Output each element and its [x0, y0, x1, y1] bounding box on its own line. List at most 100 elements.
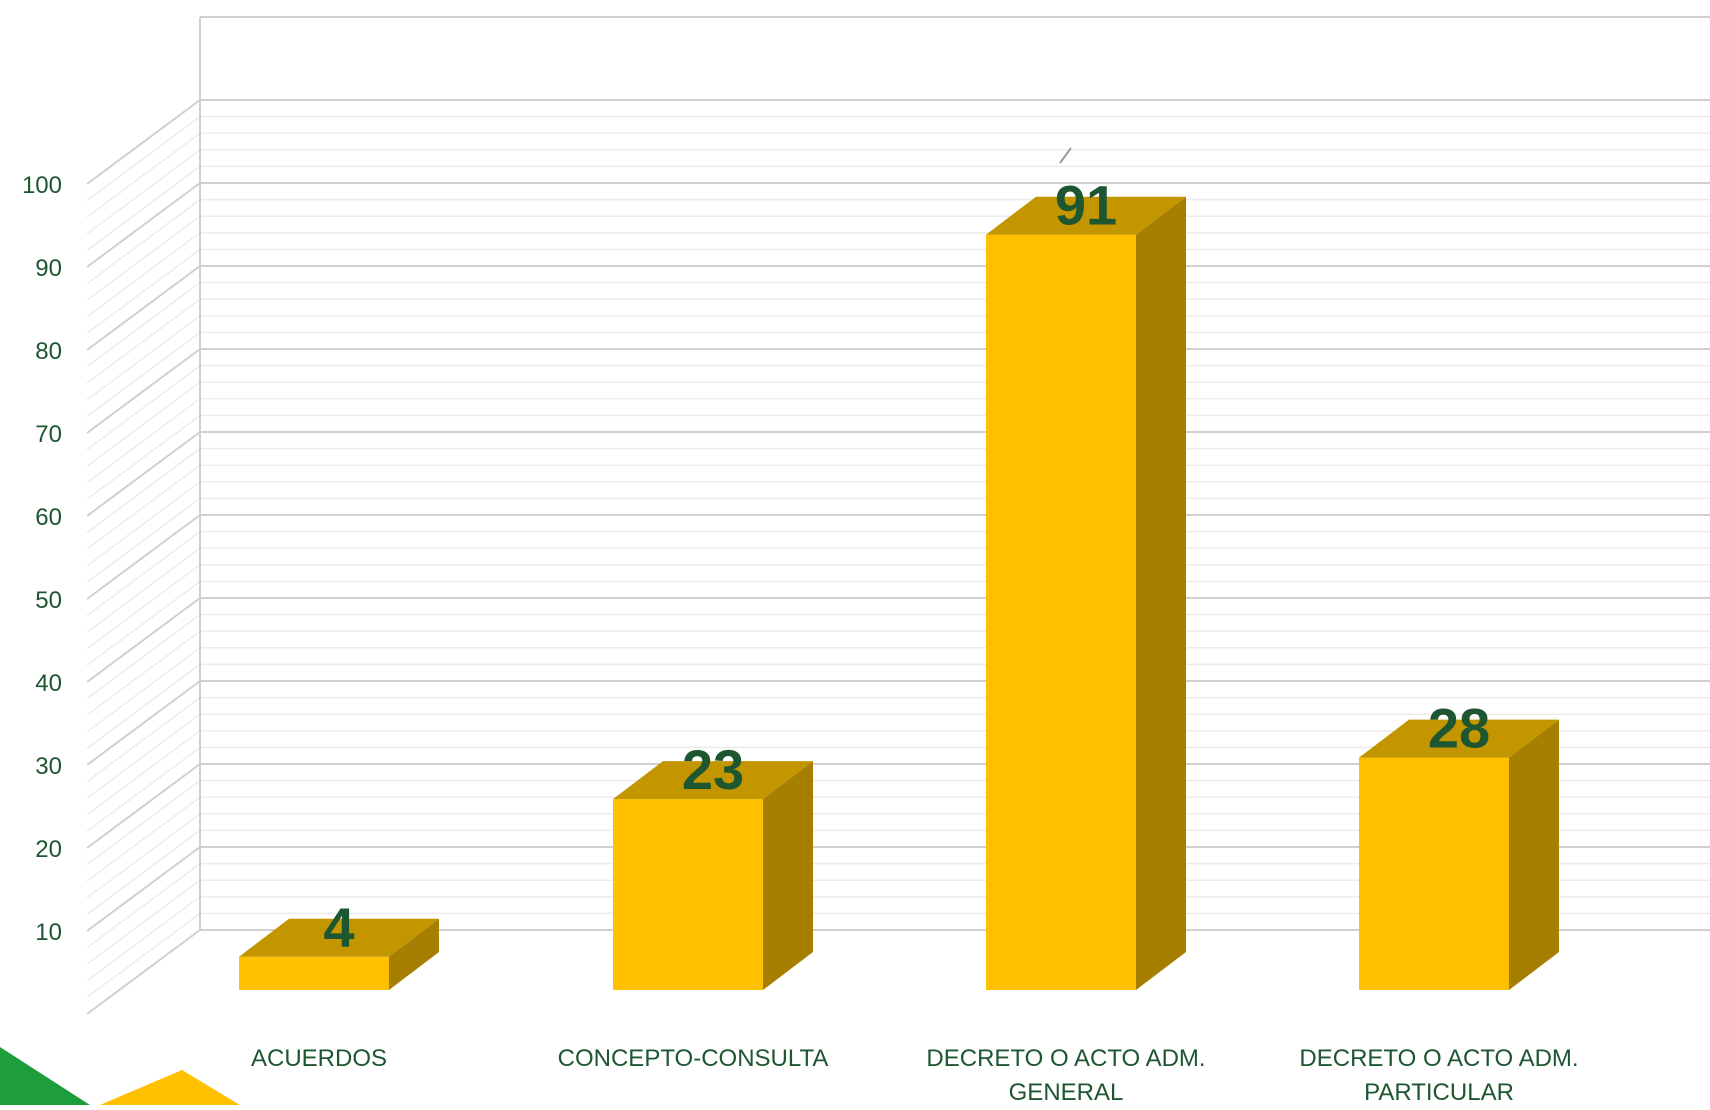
side-major-gridline	[86, 680, 201, 766]
bar-side	[763, 761, 813, 990]
x-tick-label-line: CONCEPTO-CONSULTA	[558, 1045, 829, 1072]
side-major-gridline	[86, 514, 201, 600]
side-minor-gridline	[86, 813, 201, 899]
bar-side	[1509, 719, 1559, 990]
side-major-gridline	[86, 348, 201, 434]
side-minor-gridline	[86, 464, 201, 550]
side-minor-gridline	[86, 198, 201, 285]
side-minor-gridline	[86, 248, 201, 335]
bar	[239, 918, 439, 990]
y-tick-label: 100	[22, 172, 62, 199]
side-minor-gridline	[86, 896, 201, 982]
bar-top	[1359, 719, 1559, 758]
side-minor-gridline	[86, 132, 201, 218]
bar-side	[1136, 196, 1186, 990]
side-major-gridline	[86, 431, 201, 517]
x-tick-label-line: GENERAL	[1009, 1079, 1124, 1105]
side-minor-gridline	[86, 165, 201, 252]
y-tick-label: 40	[35, 670, 62, 697]
side-major-gridline	[86, 182, 201, 268]
side-minor-gridline	[86, 232, 201, 318]
side-minor-gridline	[86, 547, 201, 633]
side-minor-gridline	[86, 398, 201, 484]
corner-decoration	[0, 1047, 240, 1105]
side-minor-gridline	[86, 481, 201, 567]
data-labels-layer: 4 23 91 28	[323, 147, 1490, 959]
side-minor-gridline	[86, 149, 201, 235]
bar	[613, 761, 813, 990]
y-tick-label: 80	[35, 338, 62, 365]
side-minor-gridline	[86, 663, 201, 750]
side-major-gridline	[86, 265, 201, 351]
x-tick-label-line: ACUERDOS	[251, 1045, 387, 1072]
side-minor-gridline	[86, 447, 201, 534]
bar-front	[239, 956, 389, 990]
yellow-corner-shape	[100, 1070, 240, 1105]
side-major-gridline	[86, 99, 201, 185]
side-minor-gridline	[86, 696, 201, 783]
side-minor-gridline	[86, 381, 201, 467]
side-minor-gridline	[86, 530, 201, 617]
x-tick-label: DECRETO O ACTO ADM. GENERAL	[926, 1045, 1205, 1105]
bar-side	[389, 918, 439, 990]
side-major-gridline	[86, 846, 201, 932]
bar	[986, 196, 1186, 990]
side-minor-gridline	[86, 580, 201, 667]
side-minor-gridline	[86, 613, 201, 700]
side-major-gridline	[86, 929, 201, 1015]
side-minor-gridline	[86, 912, 201, 999]
side-minor-gridline	[86, 298, 201, 384]
side-minor-gridline	[86, 630, 201, 716]
bar-top	[613, 761, 813, 800]
data-label: 91	[1055, 174, 1117, 237]
side-minor-gridline	[86, 730, 201, 816]
y-tick-label: 60	[35, 504, 62, 531]
x-tick-label-line: PARTICULAR	[1364, 1079, 1514, 1105]
y-tick-label: 90	[35, 255, 62, 282]
side-minor-gridline	[86, 829, 201, 916]
data-label: 28	[1428, 697, 1490, 760]
y-tick-label: 70	[35, 421, 62, 448]
side-minor-gridline	[86, 115, 201, 202]
green-corner-shape	[0, 1047, 90, 1105]
x-axis: ACUERDOS CONCEPTO-CONSULTA DECRETO O ACTO …	[251, 1045, 1579, 1106]
side-minor-gridline	[86, 713, 201, 799]
data-label: 4	[323, 896, 354, 959]
x-tick-label: DECRETO O ACTO ADM. PARTICULAR	[1299, 1045, 1578, 1105]
side-minor-gridline	[86, 746, 201, 833]
x-tick-label-line: DECRETO O ACTO ADM.	[1299, 1045, 1578, 1072]
side-minor-gridline	[86, 414, 201, 501]
bar-front	[613, 799, 763, 990]
side-minor-gridline	[86, 862, 201, 949]
x-tick-label: ACUERDOS	[251, 1045, 387, 1072]
bars-layer	[239, 196, 1559, 990]
side-minor-gridline	[86, 364, 201, 451]
bar-front	[1359, 757, 1509, 990]
bar	[1359, 719, 1559, 990]
leader-line	[1059, 147, 1072, 164]
side-minor-gridline	[86, 647, 201, 733]
side-major-gridline	[86, 763, 201, 849]
side-minor-gridline	[86, 331, 201, 418]
y-axis: 10 20 30 40 50 60 70 80 90 100	[22, 172, 62, 946]
y-tick-label: 30	[35, 753, 62, 780]
data-label: 23	[682, 738, 744, 801]
side-minor-gridline	[86, 879, 201, 965]
side-minor-gridline	[86, 497, 201, 584]
side-minor-gridline	[86, 315, 201, 401]
side-minor-gridline	[86, 796, 201, 882]
y-tick-label: 50	[35, 587, 62, 614]
side-minor-gridline	[86, 215, 201, 301]
bar-top	[239, 918, 439, 957]
bar-front	[986, 234, 1136, 990]
bar-top	[986, 196, 1186, 235]
side-minor-gridline	[86, 281, 201, 368]
side-minor-gridline	[86, 564, 201, 650]
x-tick-label: CONCEPTO-CONSULTA	[558, 1045, 829, 1072]
side-major-gridline	[86, 597, 201, 683]
y-tick-label: 10	[35, 919, 62, 946]
y-tick-label: 20	[35, 836, 62, 863]
side-minor-gridline	[86, 779, 201, 866]
